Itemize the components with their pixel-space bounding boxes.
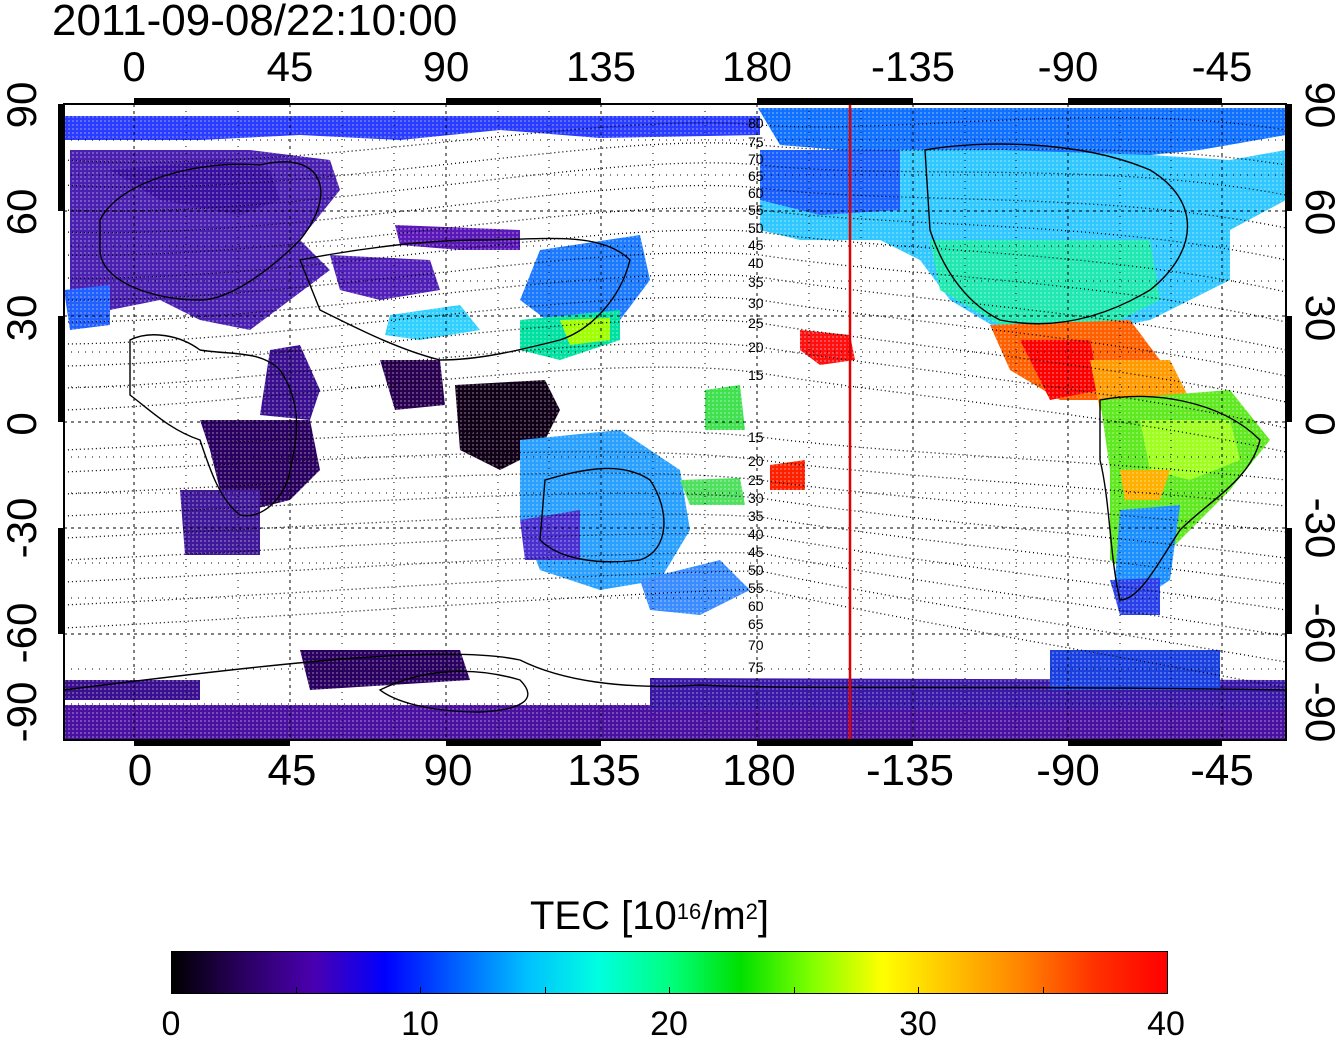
contour-label: 15 (748, 367, 764, 383)
lat-label-left: -90 (0, 682, 45, 743)
colorbar-tick-label: 10 (401, 1005, 439, 1043)
contour-label: 75 (748, 659, 764, 675)
colorbar-tick-label: 20 (650, 1005, 688, 1043)
colorbar-tick-mark (171, 987, 172, 994)
lat-label-right: -90 (1297, 682, 1340, 743)
contour-label: 70 (748, 151, 764, 167)
colorbar-title-unit-exponent: 2 (745, 899, 758, 924)
colorbar-title-exponent: 16 (676, 899, 702, 924)
lon-label-bottom: 90 (423, 746, 473, 795)
lat-label-left: 90 (0, 82, 45, 129)
lat-label-right: 90 (1297, 82, 1340, 129)
contour-label: 50 (748, 562, 764, 578)
colorbar-title-unit: /m (701, 894, 746, 938)
contour-label: 35 (748, 508, 764, 524)
coastlines (63, 143, 1287, 713)
lon-label-top: 0 (122, 43, 146, 90)
contour-label: 80 (748, 115, 764, 131)
colorbar-tick-mark (918, 987, 919, 994)
colorbar-title: TEC [1016/m2] (530, 892, 769, 940)
magnetic-contours (63, 116, 1287, 689)
colorbar-tick-mark (545, 987, 546, 994)
contour-label: 65 (748, 168, 764, 184)
contour-label: 75 (748, 134, 764, 150)
colorbar-tick-label: 40 (1147, 1005, 1185, 1043)
tec-map: 90 60 30 0 -30 -60 -90 90 60 30 0 -30 -6… (0, 82, 1340, 746)
lon-label-bottom: -90 (1036, 746, 1100, 795)
colorbar-tick-label: 30 (899, 1005, 937, 1043)
lat-label-right: -30 (1297, 498, 1340, 559)
contour-label: 40 (748, 526, 764, 542)
lon-label-bottom: -45 (1190, 746, 1254, 795)
lat-label-left: 30 (0, 295, 45, 342)
colorbar (171, 951, 1168, 994)
colorbar-title-main: TEC [10 (530, 894, 677, 938)
lat-label-right: -60 (1297, 603, 1340, 664)
lon-label-bottom: 135 (567, 746, 641, 795)
contour-labels: 80 75 70 65 60 55 50 45 40 35 30 25 20 1… (748, 115, 764, 675)
colorbar-tick-mark (1043, 987, 1044, 994)
colorbar-tick-mark (794, 987, 795, 994)
lon-label-top: -45 (1191, 43, 1253, 90)
lat-label-right: 60 (1297, 189, 1340, 236)
lon-label-bottom: 0 (127, 746, 153, 795)
lat-label-right: 30 (1297, 295, 1340, 342)
lat-label-right: 0 (1297, 412, 1340, 435)
contour-label: 45 (748, 544, 764, 560)
lon-label-top: 90 (422, 43, 470, 90)
contour-label: 55 (748, 202, 764, 218)
lon-label-top: -90 (1037, 43, 1099, 90)
lon-label-top: 180 (721, 43, 793, 90)
contour-label: 65 (748, 616, 764, 632)
contour-label: 30 (748, 490, 764, 506)
contour-label: 55 (748, 580, 764, 596)
contour-label: 20 (748, 339, 764, 355)
colorbar-tick-label: 0 (161, 1005, 181, 1043)
map-grid (64, 104, 1286, 740)
contour-label: 45 (748, 237, 764, 253)
colorbar-tick-mark (420, 987, 421, 994)
contour-label: 50 (748, 220, 764, 236)
colorbar-tick-mark (669, 987, 670, 994)
contour-label: 30 (748, 295, 764, 311)
contour-label: 25 (748, 315, 764, 331)
contour-label: 35 (748, 274, 764, 290)
contour-label: 20 (748, 453, 764, 469)
lat-label-left: 0 (0, 412, 45, 435)
lat-label-left: 60 (0, 189, 45, 236)
colorbar-title-close: ] (757, 894, 770, 938)
lon-label-bottom: -135 (865, 746, 955, 795)
contour-label: 40 (748, 255, 764, 271)
axis-scale-bars (58, 98, 1292, 746)
lon-label-bottom: 180 (722, 746, 796, 795)
contour-label: 15 (748, 429, 764, 445)
lat-label-left: -30 (0, 498, 45, 559)
lon-label-top: 45 (266, 43, 314, 90)
lon-label-top: -135 (870, 43, 956, 90)
lat-label-left: -60 (0, 603, 45, 664)
contour-label: 70 (748, 637, 764, 653)
lon-label-bottom: 45 (267, 746, 317, 795)
colorbar-tick-mark (296, 987, 297, 994)
contour-label: 25 (748, 472, 764, 488)
timestamp-title: 2011-09-08/22:10:00 (52, 0, 458, 45)
lon-label-top: 135 (565, 43, 637, 90)
contour-label: 60 (748, 185, 764, 201)
contour-label: 60 (748, 598, 764, 614)
